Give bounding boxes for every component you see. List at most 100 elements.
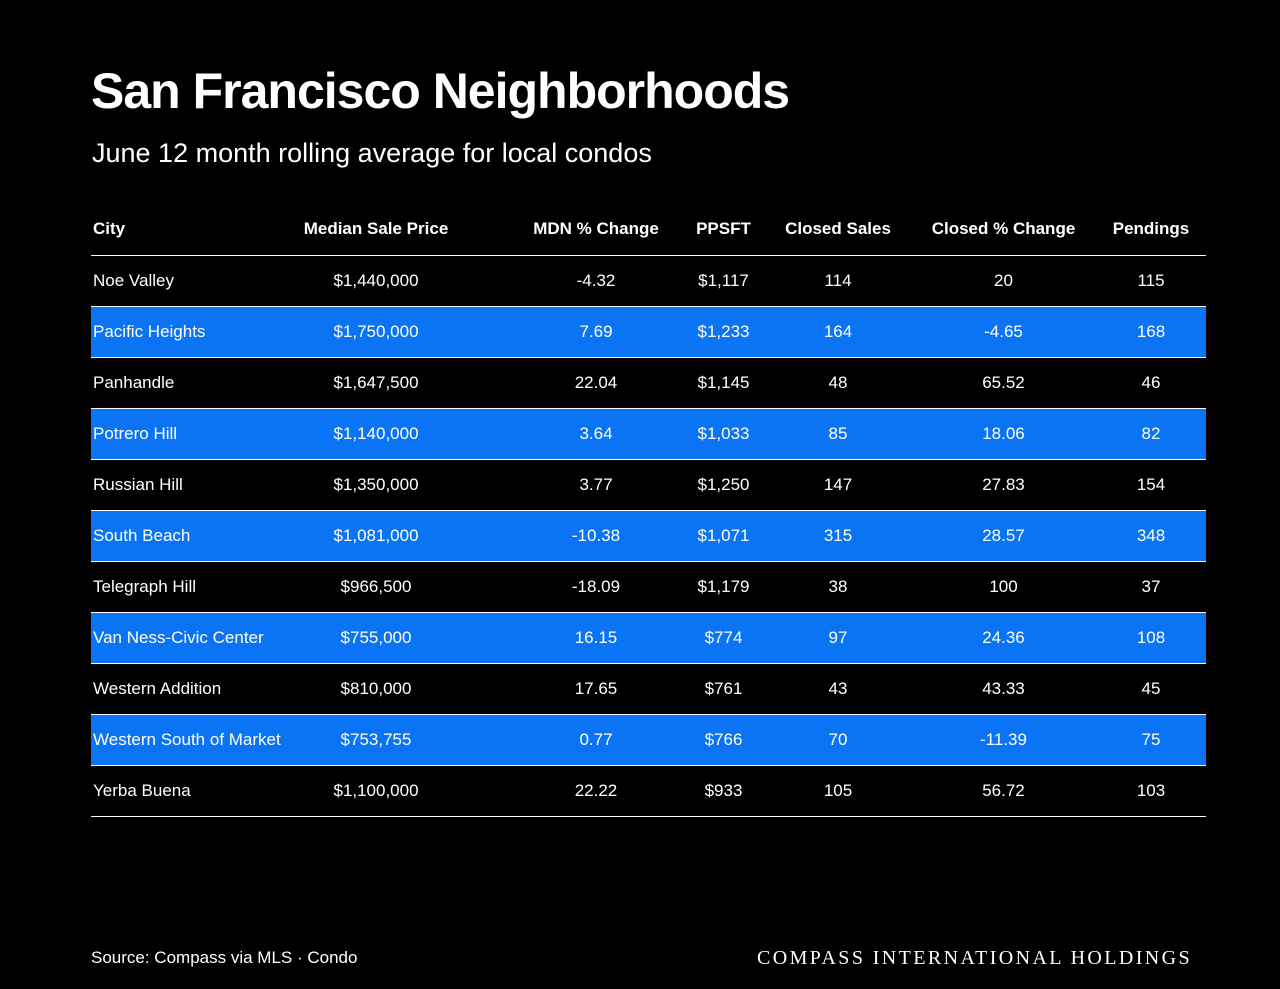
cell-ppsft: $1,071 bbox=[697, 526, 750, 545]
cell-ppsft: $1,250 bbox=[697, 475, 750, 494]
cell-closed-sales: 114 bbox=[824, 271, 852, 290]
cell-city: Telegraph Hill bbox=[93, 577, 196, 596]
cell-closed-change: -11.39 bbox=[980, 730, 1027, 749]
source-note: Source: Compass via MLS · Condo bbox=[91, 948, 358, 967]
cell-median-sale-price: $1,350,000 bbox=[333, 475, 419, 494]
column-header-mdn-change: MDN % Change bbox=[533, 219, 659, 238]
cell-city: Russian Hill bbox=[93, 475, 183, 494]
cell-closed-sales: 147 bbox=[823, 475, 853, 494]
table-row: Noe Valley $1,440,000 -4.32 $1,117 114 20 115 bbox=[91, 256, 1206, 307]
cell-mdn-change: -18.09 bbox=[571, 577, 621, 596]
cell-city: Western Addition bbox=[93, 679, 222, 698]
cell-pendings: 348 bbox=[1136, 526, 1166, 545]
cell-city: Van Ness-Civic Center bbox=[93, 628, 264, 647]
cell-closed-sales: 43 bbox=[828, 679, 848, 698]
table-row: Panhandle $1,647,500 22.04 $1,145 48 65.52 46 bbox=[91, 358, 1206, 409]
brand-logo-text: COMPASS INTERNATIONAL HOLDINGS bbox=[757, 947, 1192, 969]
cell-pendings: 82 bbox=[1141, 424, 1161, 443]
cell-closed-sales: 85 bbox=[828, 424, 848, 443]
cell-city: Pacific Heights bbox=[93, 322, 206, 341]
table-body: Noe Valley $1,440,000 -4.32 $1,117 114 20 115 P… bbox=[91, 256, 1206, 817]
cell-median-sale-price: $1,140,000 bbox=[333, 424, 419, 443]
cell-closed-sales: 97 bbox=[828, 628, 848, 647]
cell-ppsft: $1,145 bbox=[697, 373, 750, 392]
cell-closed-sales: 70 bbox=[828, 730, 848, 749]
cell-closed-sales: 48 bbox=[828, 373, 848, 392]
cell-median-sale-price: $755,000 bbox=[340, 628, 412, 647]
cell-pendings: 37 bbox=[1141, 577, 1161, 596]
cell-closed-sales: 315 bbox=[823, 526, 853, 545]
cell-closed-change: 65.52 bbox=[982, 373, 1025, 392]
cell-mdn-change: -4.32 bbox=[576, 271, 616, 290]
cell-city: Panhandle bbox=[93, 373, 175, 392]
table-row: Western South of Market $753,755 0.77 $766 7… bbox=[91, 715, 1206, 766]
table-row: Van Ness-Civic Center $755,000 16.15 $774 97… bbox=[91, 613, 1206, 664]
cell-median-sale-price: $753,755 bbox=[340, 730, 412, 749]
cell-mdn-change: 0.77 bbox=[579, 730, 613, 749]
cell-city: South Beach bbox=[93, 526, 191, 545]
table-row: Russian Hill $1,350,000 3.77 $1,250 147 27.83… bbox=[91, 460, 1206, 511]
cell-ppsft: $933 bbox=[704, 781, 743, 800]
cell-ppsft: $1,033 bbox=[697, 424, 750, 443]
column-header-median-sale-price: Median Sale Price bbox=[303, 219, 449, 238]
table-row: Telegraph Hill $966,500 -18.09 $1,179 38 100 3… bbox=[91, 562, 1206, 613]
cell-closed-sales: 38 bbox=[828, 577, 848, 596]
cell-city: Yerba Buena bbox=[93, 781, 191, 800]
cell-ppsft: $761 bbox=[704, 679, 743, 698]
cell-mdn-change: 22.22 bbox=[574, 781, 618, 800]
cell-pendings: 108 bbox=[1136, 628, 1166, 647]
cell-pendings: 46 bbox=[1141, 373, 1161, 392]
cell-ppsft: $774 bbox=[704, 628, 743, 647]
cell-ppsft: $1,179 bbox=[697, 577, 750, 596]
table-header-row: City Median Sale Price MDN % Change PPSF… bbox=[91, 203, 1206, 256]
cell-closed-change: 28.57 bbox=[982, 526, 1025, 545]
cell-closed-change: 100 bbox=[989, 577, 1018, 596]
column-header-closed-sales: Closed Sales bbox=[785, 219, 891, 238]
cell-pendings: 115 bbox=[1137, 271, 1165, 290]
cell-pendings: 103 bbox=[1136, 781, 1166, 800]
cell-median-sale-price: $810,000 bbox=[340, 679, 412, 698]
cell-median-sale-price: $1,750,000 bbox=[333, 322, 419, 341]
cell-mdn-change: -10.38 bbox=[571, 526, 621, 545]
table-row: Yerba Buena $1,100,000 22.22 $933 105 56.72 10… bbox=[91, 766, 1206, 817]
table-row: South Beach $1,081,000 -10.38 $1,071 315 28.5… bbox=[91, 511, 1206, 562]
column-header-ppsft: PPSFT bbox=[696, 219, 751, 238]
table-row: Pacific Heights $1,750,000 7.69 $1,233 164 -4… bbox=[91, 307, 1206, 358]
column-header-closed-change: Closed % Change bbox=[931, 219, 1076, 238]
cell-closed-change: -4.65 bbox=[984, 322, 1023, 341]
cell-median-sale-price: $1,647,500 bbox=[333, 373, 419, 392]
cell-median-sale-price: $1,081,000 bbox=[333, 526, 419, 545]
cell-median-sale-price: $1,440,000 bbox=[333, 271, 419, 290]
cell-mdn-change: 22.04 bbox=[574, 373, 618, 392]
cell-mdn-change: 3.77 bbox=[579, 475, 613, 494]
cell-mdn-change: 16.15 bbox=[574, 628, 618, 647]
cell-closed-change: 24.36 bbox=[982, 628, 1025, 647]
cell-mdn-change: 17.65 bbox=[574, 679, 618, 698]
cell-pendings: 154 bbox=[1136, 475, 1166, 494]
page-subtitle: June 12 month rolling average for local … bbox=[92, 138, 652, 168]
cell-closed-sales: 105 bbox=[823, 781, 853, 800]
cell-closed-change: 56.72 bbox=[982, 781, 1025, 800]
cell-pendings: 75 bbox=[1141, 730, 1161, 749]
cell-closed-change: 43.33 bbox=[982, 679, 1025, 698]
cell-city: Western South of Market bbox=[93, 730, 281, 749]
column-header-city: City bbox=[93, 219, 126, 238]
cell-mdn-change: 3.64 bbox=[579, 424, 613, 443]
cell-ppsft: $1,117 bbox=[698, 271, 749, 290]
table-row: Western Addition $810,000 17.65 $761 43 43.33… bbox=[91, 664, 1206, 715]
cell-pendings: 168 bbox=[1136, 322, 1166, 341]
cell-ppsft: $766 bbox=[704, 730, 743, 749]
data-table: City Median Sale Price MDN % Change PPSF… bbox=[91, 203, 1206, 817]
cell-median-sale-price: $1,100,000 bbox=[333, 781, 419, 800]
cell-pendings: 45 bbox=[1141, 679, 1161, 698]
cell-mdn-change: 7.69 bbox=[579, 322, 613, 341]
cell-ppsft: $1,233 bbox=[697, 322, 750, 341]
page-title: San Francisco Neighborhoods bbox=[91, 63, 790, 119]
cell-city: Noe Valley bbox=[93, 271, 174, 290]
cell-closed-change: 18.06 bbox=[982, 424, 1025, 443]
cell-closed-change: 27.83 bbox=[982, 475, 1025, 494]
table-row: Potrero Hill $1,140,000 3.64 $1,033 85 18.06 8… bbox=[91, 409, 1206, 460]
cell-median-sale-price: $966,500 bbox=[340, 577, 412, 596]
column-header-pendings: Pendings bbox=[1112, 219, 1190, 238]
cell-closed-sales: 164 bbox=[823, 322, 853, 341]
